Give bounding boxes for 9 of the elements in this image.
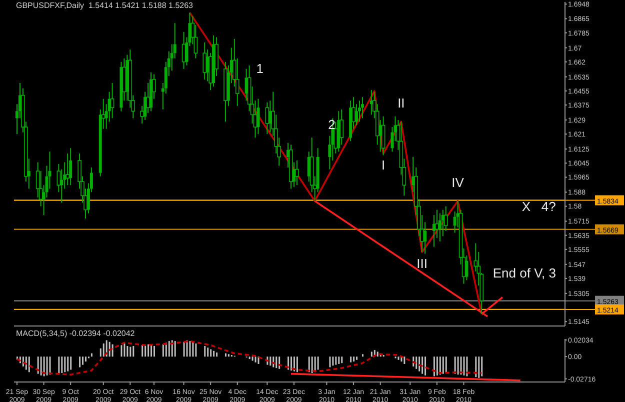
chart-title: MACD(5,34,5) -0.02394 -0.02042 [16,329,135,338]
annotation: III [416,256,428,272]
annotation: End of V, 3 [492,265,556,280]
annotation: IV [452,174,464,190]
annotation: I [382,157,386,172]
annotation: X 4? [522,199,556,214]
annotation: 1 [256,61,264,76]
chart-title: GBPUSDFXF,Daily 1.5414 1.5421 1.5188 1.5263 [16,1,193,10]
annotation: II [398,96,405,111]
